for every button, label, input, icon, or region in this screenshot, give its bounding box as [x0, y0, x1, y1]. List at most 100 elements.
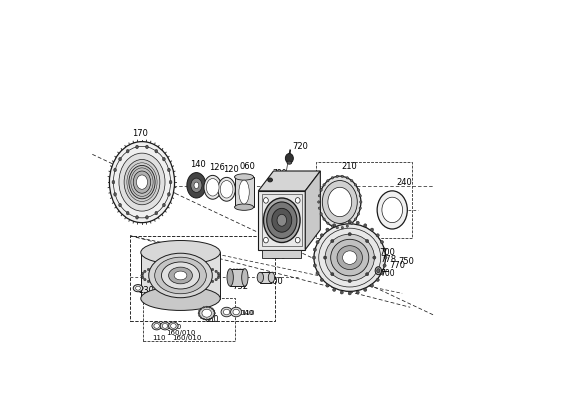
Ellipse shape: [206, 319, 208, 320]
Ellipse shape: [224, 309, 230, 315]
Polygon shape: [141, 252, 220, 298]
Polygon shape: [230, 269, 245, 286]
Ellipse shape: [207, 178, 219, 196]
Ellipse shape: [217, 276, 220, 279]
Ellipse shape: [316, 240, 319, 244]
Ellipse shape: [354, 218, 357, 220]
Ellipse shape: [366, 240, 368, 243]
Ellipse shape: [320, 189, 323, 191]
Ellipse shape: [340, 291, 344, 294]
Ellipse shape: [200, 317, 202, 318]
Ellipse shape: [201, 283, 203, 286]
Ellipse shape: [199, 315, 200, 316]
Ellipse shape: [220, 180, 233, 198]
Ellipse shape: [129, 166, 155, 199]
Ellipse shape: [331, 225, 333, 227]
Ellipse shape: [144, 270, 146, 272]
Ellipse shape: [217, 272, 220, 274]
Ellipse shape: [213, 315, 215, 316]
Bar: [261, 194, 302, 246]
Ellipse shape: [348, 292, 351, 295]
Bar: [130, 236, 275, 321]
Text: 160/010: 160/010: [166, 330, 195, 336]
Text: 080: 080: [204, 315, 219, 324]
Ellipse shape: [227, 269, 233, 286]
Ellipse shape: [158, 265, 160, 268]
Ellipse shape: [322, 180, 357, 224]
Ellipse shape: [136, 175, 148, 189]
Bar: [143, 298, 235, 341]
Ellipse shape: [172, 285, 174, 287]
Ellipse shape: [218, 274, 220, 277]
Ellipse shape: [141, 274, 143, 277]
Ellipse shape: [234, 204, 254, 210]
Ellipse shape: [179, 264, 182, 266]
Ellipse shape: [267, 202, 297, 238]
Ellipse shape: [162, 324, 168, 328]
Text: 700: 700: [380, 248, 396, 257]
Polygon shape: [234, 177, 254, 207]
Ellipse shape: [168, 192, 170, 196]
Text: 732: 732: [232, 282, 248, 291]
Ellipse shape: [172, 264, 174, 266]
Ellipse shape: [331, 240, 334, 243]
Ellipse shape: [375, 267, 381, 275]
Ellipse shape: [213, 310, 215, 312]
Ellipse shape: [346, 225, 349, 227]
Ellipse shape: [373, 256, 376, 259]
Ellipse shape: [312, 256, 316, 259]
Ellipse shape: [201, 265, 203, 268]
Ellipse shape: [380, 272, 384, 275]
Ellipse shape: [384, 256, 387, 259]
Ellipse shape: [318, 201, 320, 203]
Ellipse shape: [376, 278, 379, 282]
Ellipse shape: [364, 288, 367, 291]
Ellipse shape: [341, 226, 344, 229]
Ellipse shape: [320, 278, 323, 282]
Text: 120: 120: [222, 165, 238, 174]
Ellipse shape: [364, 224, 367, 227]
Ellipse shape: [348, 220, 351, 224]
Ellipse shape: [230, 307, 242, 317]
Ellipse shape: [359, 195, 362, 197]
Ellipse shape: [194, 182, 199, 188]
Ellipse shape: [382, 197, 402, 223]
Ellipse shape: [119, 153, 165, 211]
Ellipse shape: [145, 216, 148, 219]
Ellipse shape: [119, 203, 122, 207]
Ellipse shape: [328, 187, 351, 217]
Ellipse shape: [295, 237, 300, 243]
Ellipse shape: [160, 322, 170, 330]
Text: 110: 110: [242, 310, 255, 316]
Polygon shape: [258, 171, 320, 191]
Ellipse shape: [356, 291, 359, 294]
Ellipse shape: [383, 264, 386, 267]
Ellipse shape: [126, 211, 129, 215]
Ellipse shape: [333, 224, 336, 227]
Ellipse shape: [342, 251, 357, 264]
Ellipse shape: [169, 180, 172, 184]
Ellipse shape: [350, 180, 353, 182]
Ellipse shape: [169, 267, 192, 284]
Ellipse shape: [114, 168, 117, 172]
Ellipse shape: [187, 172, 206, 198]
Ellipse shape: [152, 322, 161, 330]
Ellipse shape: [331, 239, 369, 276]
Ellipse shape: [376, 234, 379, 237]
Text: 200: 200: [268, 277, 283, 286]
Ellipse shape: [152, 267, 155, 269]
Ellipse shape: [162, 203, 165, 207]
Ellipse shape: [264, 198, 268, 203]
Ellipse shape: [145, 145, 148, 149]
Ellipse shape: [336, 175, 338, 178]
Ellipse shape: [287, 161, 291, 164]
Ellipse shape: [215, 278, 217, 281]
Text: 160/010: 160/010: [171, 335, 201, 341]
Ellipse shape: [154, 324, 160, 328]
Ellipse shape: [325, 234, 374, 281]
Ellipse shape: [331, 272, 334, 276]
Ellipse shape: [165, 264, 167, 267]
Ellipse shape: [359, 207, 362, 209]
Ellipse shape: [200, 308, 202, 310]
Ellipse shape: [194, 284, 196, 286]
